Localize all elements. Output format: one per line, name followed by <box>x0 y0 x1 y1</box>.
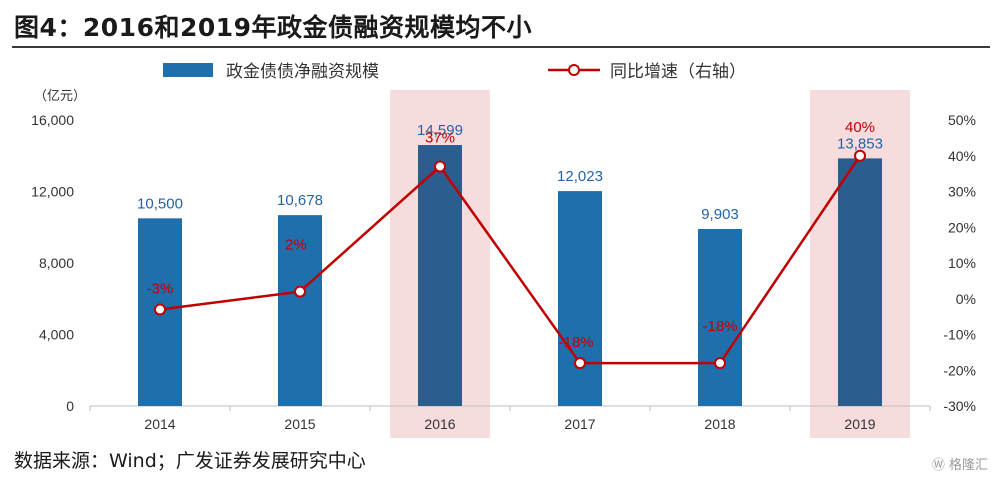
bar-value-label: 12,023 <box>557 168 603 185</box>
growth-line <box>159 155 862 365</box>
right-axis-tick: -30% <box>943 398 976 414</box>
legend-marker <box>568 64 580 76</box>
right-axis-tick: -10% <box>943 327 976 343</box>
watermark: Ⓦ 格隆汇 <box>932 454 988 473</box>
right-axis-tick: 40% <box>948 148 976 164</box>
x-axis-label: 2019 <box>844 416 875 432</box>
growth-point-2017 <box>574 357 586 370</box>
watermark-text: 格隆汇 <box>948 458 988 473</box>
left-axis-tick: 16,000 <box>31 112 74 128</box>
bar-value-label: 13,853 <box>837 135 883 152</box>
left-axis-tick: 12,000 <box>31 184 74 200</box>
left-axis-tick: 0 <box>66 398 74 414</box>
x-axis-label: 2016 <box>424 416 455 432</box>
left-axis-tick: 4,000 <box>39 327 74 343</box>
growth-point-2019 <box>854 149 866 162</box>
bar-value-label: 14,599 <box>417 122 463 139</box>
right-axis-tick: 30% <box>948 184 976 200</box>
bar-value-label: 10,500 <box>137 195 183 212</box>
growth-point-2018 <box>714 357 726 370</box>
right-axis-tick: -20% <box>943 362 976 378</box>
bar-2018 <box>698 228 742 406</box>
x-axis-label: 2018 <box>704 416 735 432</box>
bar-2019 <box>838 158 882 406</box>
chart-title: 图4：2016和2019年政金债融资规模均不小 <box>14 13 533 42</box>
right-axis-tick: 10% <box>948 255 976 271</box>
x-axis-label: 2014 <box>144 416 175 432</box>
left-axis-tick: 8,000 <box>39 255 74 271</box>
bar-2017 <box>558 191 602 406</box>
bar-2016 <box>418 145 462 406</box>
legend-label-bar: 政金债债净融资规模 <box>226 62 379 81</box>
left-axis-unit: （亿元） <box>34 88 86 103</box>
growth-point-2015 <box>294 285 306 298</box>
growth-value-label: -3% <box>147 280 174 297</box>
legend-swatch-bar <box>163 63 213 77</box>
growth-value-label: -18% <box>702 318 737 335</box>
growth-point-2014 <box>154 303 166 316</box>
x-axis-label: 2015 <box>284 416 315 432</box>
right-axis-tick: 20% <box>948 219 976 235</box>
wechat-icon: Ⓦ <box>931 458 945 473</box>
bar-2015 <box>278 215 322 406</box>
x-axis-label: 2017 <box>564 416 595 432</box>
growth-value-label: -18% <box>558 334 593 351</box>
growth-value-label: 40% <box>845 119 875 136</box>
growth-value-label: 2% <box>285 237 307 254</box>
bar-value-label: 10,678 <box>277 192 323 209</box>
growth-value-label: 37% <box>425 129 455 146</box>
source-note: 数据来源：Wind；广发证券发展研究中心 <box>14 450 366 472</box>
growth-point-2016 <box>434 160 446 173</box>
title-divider <box>12 46 990 48</box>
legend-label-line: 同比增速（右轴） <box>610 62 746 81</box>
bar-value-label: 9,903 <box>701 206 739 223</box>
right-axis-tick: 50% <box>948 112 976 128</box>
right-axis-tick: 0% <box>956 291 976 307</box>
